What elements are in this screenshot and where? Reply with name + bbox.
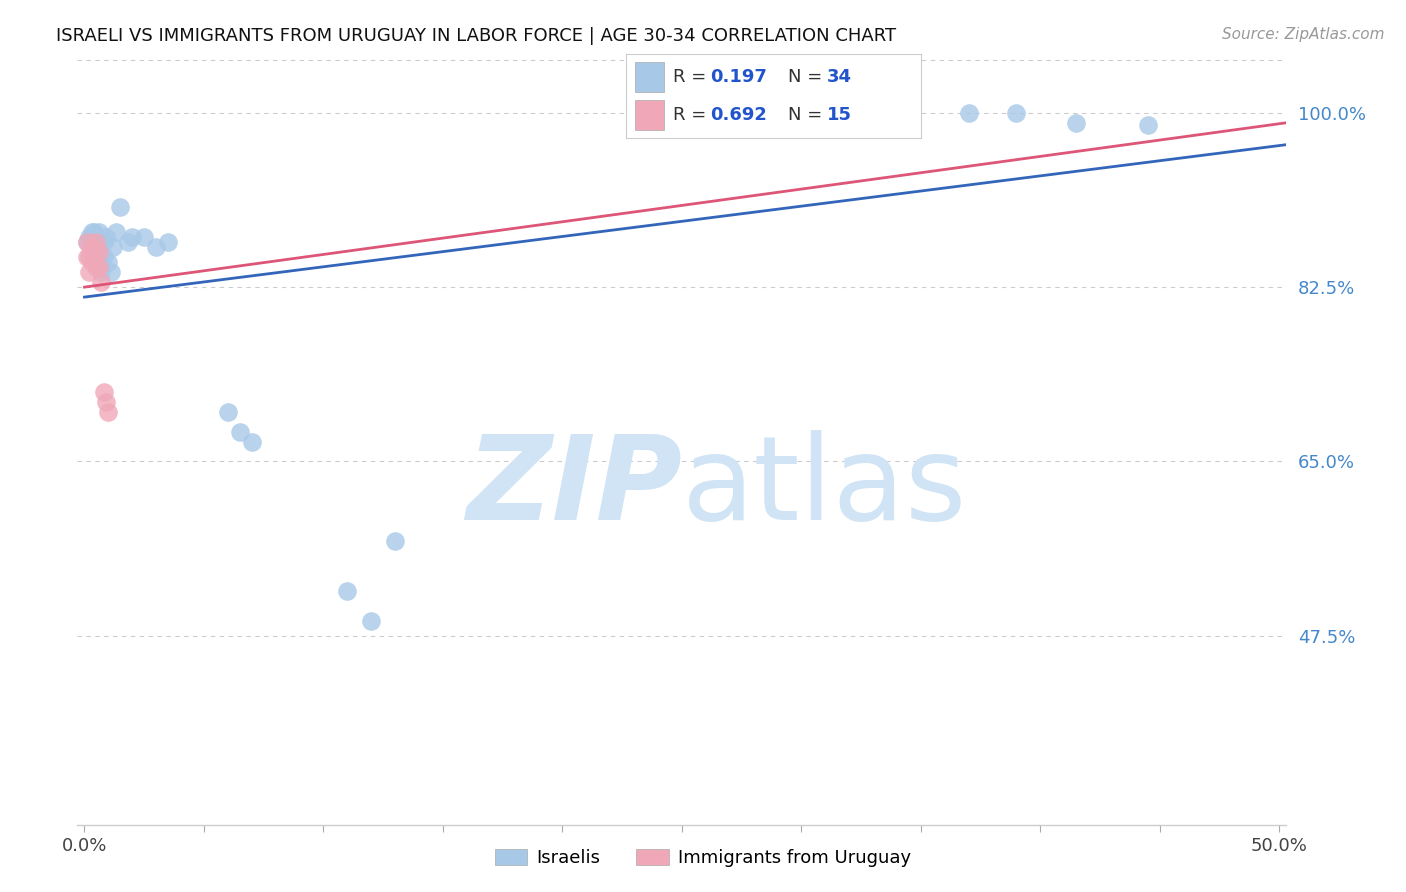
Point	[80, 235, 103, 250]
Bar	[634, 62, 664, 92]
Point	[83, 225, 105, 239]
Point	[157, 235, 180, 250]
Text: 0.197: 0.197	[710, 68, 766, 86]
Point	[80, 255, 103, 269]
Point	[229, 425, 252, 439]
Point	[1064, 116, 1087, 130]
Point	[104, 225, 127, 239]
Text: R =: R =	[673, 106, 711, 124]
Point	[97, 404, 120, 418]
Point	[101, 240, 124, 254]
Point	[86, 250, 108, 264]
Point	[240, 434, 263, 449]
Point	[87, 225, 110, 239]
Point	[93, 250, 115, 264]
Text: Source: ZipAtlas.com: Source: ZipAtlas.com	[1222, 27, 1385, 42]
Point	[90, 250, 112, 264]
Legend: Israelis, Immigrants from Uruguay: Israelis, Immigrants from Uruguay	[488, 841, 918, 874]
Text: 15: 15	[827, 106, 852, 124]
Text: N =: N =	[787, 68, 828, 86]
Point	[87, 245, 110, 260]
Point	[93, 235, 115, 250]
Point	[957, 105, 980, 120]
Point	[121, 230, 143, 244]
Point	[83, 245, 105, 260]
Text: R =: R =	[673, 68, 711, 86]
Point	[117, 235, 139, 250]
Point	[77, 230, 100, 244]
Point	[77, 265, 100, 279]
Point	[97, 255, 120, 269]
Point	[77, 250, 100, 264]
Point	[94, 230, 117, 244]
Text: ISRAELI VS IMMIGRANTS FROM URUGUAY IN LABOR FORCE | AGE 30-34 CORRELATION CHART: ISRAELI VS IMMIGRANTS FROM URUGUAY IN LA…	[56, 27, 897, 45]
Text: atlas: atlas	[682, 430, 967, 545]
Point	[1005, 105, 1028, 120]
Point	[86, 260, 108, 275]
Bar	[634, 100, 664, 130]
Point	[80, 225, 103, 239]
Point	[87, 260, 110, 275]
Text: N =: N =	[787, 106, 828, 124]
Point	[110, 201, 132, 215]
Text: 0.692: 0.692	[710, 106, 766, 124]
Point	[83, 240, 105, 254]
Point	[384, 534, 406, 549]
Point	[76, 235, 98, 250]
Point	[86, 235, 108, 250]
Point	[76, 235, 98, 250]
Point	[90, 275, 112, 289]
Point	[1136, 118, 1159, 132]
Point	[93, 384, 115, 399]
Point	[76, 250, 98, 264]
Point	[90, 265, 112, 279]
Text: ZIP: ZIP	[465, 430, 682, 545]
Point	[94, 394, 117, 409]
Point	[100, 265, 122, 279]
Point	[360, 614, 382, 628]
Point	[217, 404, 239, 418]
Point	[87, 245, 110, 260]
Point	[80, 240, 103, 254]
Point	[134, 230, 156, 244]
Point	[336, 584, 359, 599]
Text: 34: 34	[827, 68, 852, 86]
Point	[145, 240, 167, 254]
